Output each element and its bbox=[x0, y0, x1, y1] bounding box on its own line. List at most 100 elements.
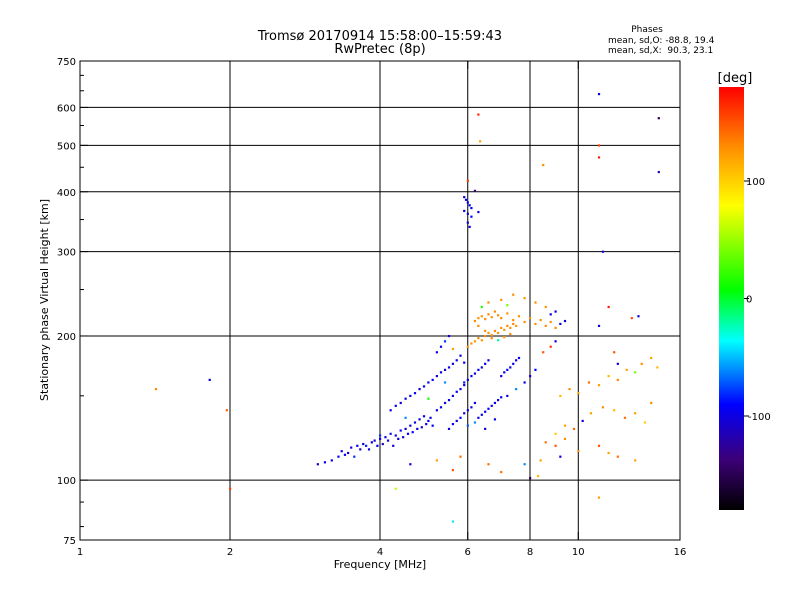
data-point bbox=[343, 453, 347, 456]
data-point bbox=[356, 444, 359, 447]
axis-ticks bbox=[79, 60, 681, 541]
x-tick-label: 2 bbox=[227, 547, 233, 558]
data-point bbox=[480, 366, 483, 369]
data-point bbox=[466, 201, 469, 204]
data-point bbox=[597, 324, 601, 328]
y-tick-label: 500 bbox=[57, 141, 76, 152]
data-point bbox=[487, 359, 490, 362]
data-point bbox=[459, 354, 462, 357]
data-point bbox=[490, 337, 493, 340]
data-point bbox=[413, 392, 417, 395]
data-point bbox=[447, 334, 451, 338]
data-point bbox=[473, 340, 477, 343]
data-point bbox=[427, 419, 430, 423]
data-point bbox=[480, 305, 483, 309]
data-point bbox=[515, 324, 518, 328]
data-point bbox=[447, 366, 451, 369]
data-point bbox=[413, 421, 417, 424]
data-point bbox=[634, 459, 637, 462]
data-point bbox=[466, 378, 469, 381]
data-point bbox=[418, 418, 421, 421]
data-point bbox=[512, 362, 515, 365]
data-point bbox=[463, 361, 466, 364]
data-point bbox=[597, 496, 601, 499]
data-point bbox=[493, 401, 497, 405]
data-point bbox=[455, 359, 458, 362]
data-point bbox=[459, 416, 462, 419]
data-point bbox=[536, 475, 540, 478]
data-point bbox=[549, 313, 552, 316]
data-point bbox=[634, 371, 637, 374]
data-point bbox=[466, 409, 469, 412]
data-point bbox=[487, 331, 490, 335]
data-point bbox=[479, 140, 482, 143]
data-point bbox=[487, 463, 490, 466]
data-point bbox=[350, 446, 353, 449]
data-point bbox=[601, 250, 605, 253]
data-point bbox=[630, 317, 633, 320]
data-point bbox=[443, 340, 447, 343]
data-point bbox=[597, 383, 601, 387]
data-point bbox=[500, 374, 503, 378]
data-point bbox=[409, 463, 412, 466]
data-point bbox=[554, 432, 557, 435]
data-point bbox=[439, 406, 443, 409]
data-point bbox=[517, 315, 521, 318]
data-point bbox=[463, 196, 466, 199]
data-point bbox=[637, 315, 640, 318]
data-point bbox=[529, 374, 532, 378]
data-point bbox=[323, 461, 327, 464]
stats-title: Phases bbox=[631, 25, 663, 35]
x-axis-label: Frequency [MHz] bbox=[334, 558, 426, 571]
x-tick-label: 10 bbox=[572, 547, 585, 558]
data-point bbox=[597, 144, 601, 147]
data-point bbox=[554, 340, 557, 343]
data-point bbox=[568, 387, 571, 391]
data-point bbox=[607, 451, 610, 455]
data-point bbox=[389, 409, 392, 412]
data-point bbox=[394, 487, 397, 490]
data-point bbox=[597, 156, 601, 159]
data-point bbox=[404, 416, 407, 419]
data-point bbox=[490, 333, 493, 337]
data-point bbox=[459, 387, 462, 391]
stats-o: mean, sd,O: -88.8, 19.4 bbox=[608, 36, 715, 46]
data-point bbox=[337, 455, 340, 458]
data-point bbox=[549, 320, 552, 324]
data-point bbox=[425, 422, 428, 426]
data-point bbox=[455, 419, 458, 423]
data-point bbox=[512, 322, 515, 326]
data-point bbox=[616, 378, 619, 381]
y-tick-label: 75 bbox=[63, 536, 76, 547]
data-point bbox=[549, 345, 552, 348]
data-point bbox=[451, 520, 455, 523]
data-point bbox=[506, 304, 509, 307]
data-point bbox=[225, 409, 228, 412]
data-point bbox=[451, 394, 455, 398]
data-point bbox=[470, 215, 473, 218]
data-point bbox=[392, 444, 395, 447]
data-point bbox=[473, 421, 477, 424]
data-point bbox=[523, 463, 526, 466]
data-point bbox=[389, 432, 392, 435]
data-point bbox=[559, 394, 562, 398]
data-point bbox=[409, 394, 412, 398]
data-point bbox=[506, 368, 509, 371]
data-point bbox=[386, 439, 390, 442]
data-point bbox=[367, 448, 371, 451]
data-point bbox=[534, 322, 537, 326]
chart-subtitle: RwPretec (8p) bbox=[334, 42, 425, 57]
data-point bbox=[480, 315, 483, 318]
data-point bbox=[451, 362, 455, 365]
data-point bbox=[554, 310, 557, 313]
data-point bbox=[365, 444, 368, 447]
data-point bbox=[500, 470, 503, 474]
data-point bbox=[572, 427, 576, 431]
data-point bbox=[451, 422, 455, 426]
data-point bbox=[657, 170, 660, 174]
data-point bbox=[431, 378, 434, 381]
data-point bbox=[563, 424, 567, 427]
data-point bbox=[496, 314, 500, 317]
data-point bbox=[589, 412, 593, 415]
data-point bbox=[340, 450, 343, 453]
